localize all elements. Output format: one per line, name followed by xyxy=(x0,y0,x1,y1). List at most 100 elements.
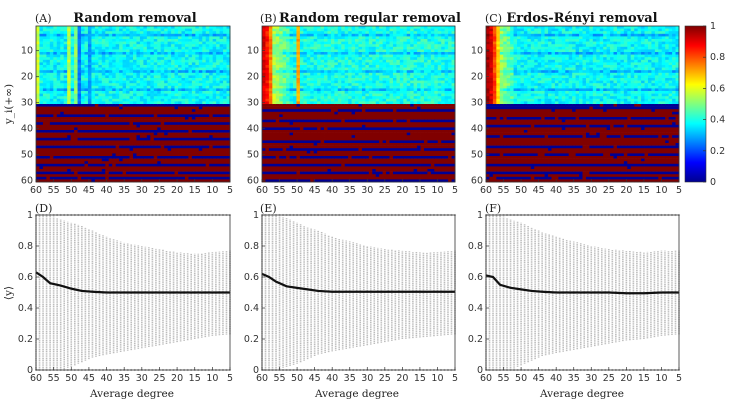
heatmap-cell xyxy=(63,171,68,175)
heatmap-cell xyxy=(115,93,120,97)
heatmap-cell xyxy=(56,104,61,107)
heatmap-cell xyxy=(81,158,85,162)
heatmap-cell xyxy=(63,101,68,105)
heatmap-cell xyxy=(223,65,227,68)
heatmap-cell xyxy=(351,83,356,87)
heatmap-cell xyxy=(310,161,315,165)
heatmap-cell xyxy=(317,65,321,68)
heatmap-cell xyxy=(167,150,172,154)
heatmap-cell xyxy=(60,140,65,144)
heatmap-cell xyxy=(223,153,227,157)
heatmap-cell xyxy=(226,122,231,126)
heatmap-cell xyxy=(351,36,356,40)
heatmap-cell xyxy=(275,109,280,113)
heatmap-cell xyxy=(184,28,189,32)
heatmap-cell xyxy=(146,75,151,79)
heatmap-cell xyxy=(334,96,339,100)
heatmap-cell xyxy=(150,65,155,68)
heatmap-cell xyxy=(98,143,103,146)
heatmap-cell xyxy=(133,41,137,45)
heatmap-cell xyxy=(303,122,308,126)
heatmap-cell xyxy=(139,132,144,136)
heatmap-cell xyxy=(108,143,113,146)
heatmap-cell xyxy=(91,161,96,165)
heatmap-cell xyxy=(216,31,220,35)
heatmap-cell xyxy=(112,145,117,149)
heatmap-cell xyxy=(351,46,356,50)
heatmap-cell xyxy=(143,130,148,133)
heatmap-cell xyxy=(122,153,127,157)
heatmap-cell xyxy=(303,70,308,74)
heatmap-cell xyxy=(330,75,335,79)
heatmap-cell xyxy=(77,39,82,42)
heatmap-cell xyxy=(313,72,318,76)
heatmap-cell xyxy=(98,171,103,175)
heatmap-cell xyxy=(74,62,78,66)
heatmap-cell xyxy=(167,119,172,123)
heatmap-cell xyxy=(289,132,294,136)
heatmap-cell xyxy=(133,145,137,149)
heatmap-cell xyxy=(87,62,92,66)
heatmap-cell xyxy=(157,150,162,154)
heatmap-cell xyxy=(348,72,353,76)
heatmap-cell xyxy=(36,106,40,110)
heatmap-cell xyxy=(46,135,51,139)
heatmap-cell xyxy=(351,111,356,115)
heatmap-cell xyxy=(77,49,82,53)
heatmap-cell xyxy=(70,36,75,40)
heatmap-cell xyxy=(191,33,196,37)
heatmap-cell xyxy=(341,78,346,81)
heatmap-cell xyxy=(188,96,193,100)
heatmap-cell xyxy=(133,106,137,110)
heatmap-cell xyxy=(133,114,137,118)
heatmap-cell xyxy=(286,153,290,157)
heatmap-cell xyxy=(275,148,280,152)
heatmap-cell xyxy=(205,117,210,120)
heatmap-cell xyxy=(87,57,92,61)
heatmap-cell xyxy=(184,67,189,71)
heatmap-cell xyxy=(275,57,280,61)
heatmap-cell xyxy=(310,140,315,144)
heatmap-cell xyxy=(299,156,304,159)
heatmap-cell xyxy=(39,98,44,102)
heatmap-cell xyxy=(81,176,85,180)
heatmap-cell xyxy=(303,158,308,162)
heatmap-cell xyxy=(337,171,342,175)
heatmap-cell xyxy=(216,106,220,110)
heatmap-cell xyxy=(320,36,325,40)
heatmap-cell xyxy=(84,101,89,105)
heatmap-cell xyxy=(184,174,189,178)
heatmap-cell xyxy=(70,137,75,141)
heatmap-cell xyxy=(275,137,280,141)
heatmap-cell xyxy=(56,111,61,115)
heatmap-cell xyxy=(212,171,217,175)
heatmap-cell xyxy=(136,124,141,128)
heatmap-cell xyxy=(195,119,200,123)
heatmap-cell xyxy=(112,176,117,180)
heatmap-cell xyxy=(94,72,99,76)
heatmap-cell xyxy=(153,67,158,71)
heatmap-cell xyxy=(63,106,68,110)
heatmap-cell xyxy=(324,143,328,146)
heatmap-cell xyxy=(42,158,47,162)
heatmap-cell xyxy=(70,171,75,175)
heatmap-cell xyxy=(317,117,321,120)
heatmap-cell xyxy=(174,36,179,40)
heatmap-cell xyxy=(94,28,99,32)
heatmap-cell xyxy=(126,44,130,48)
heatmap-cell xyxy=(178,26,182,29)
heatmap-cell xyxy=(91,148,96,152)
heatmap-cell xyxy=(53,93,58,97)
heatmap-cell xyxy=(81,78,85,81)
heatmap-cell xyxy=(129,93,134,97)
heatmap-cell xyxy=(150,176,155,180)
heatmap-cell xyxy=(306,36,311,40)
heatmap-cell xyxy=(70,140,75,144)
heatmap-cell xyxy=(94,62,99,66)
heatmap-cell xyxy=(139,104,144,107)
heatmap-cell xyxy=(60,145,65,149)
heatmap-cell xyxy=(150,31,155,35)
heatmap-cell xyxy=(56,31,61,35)
heatmap-cell xyxy=(84,119,89,123)
heatmap-cell xyxy=(91,26,96,29)
